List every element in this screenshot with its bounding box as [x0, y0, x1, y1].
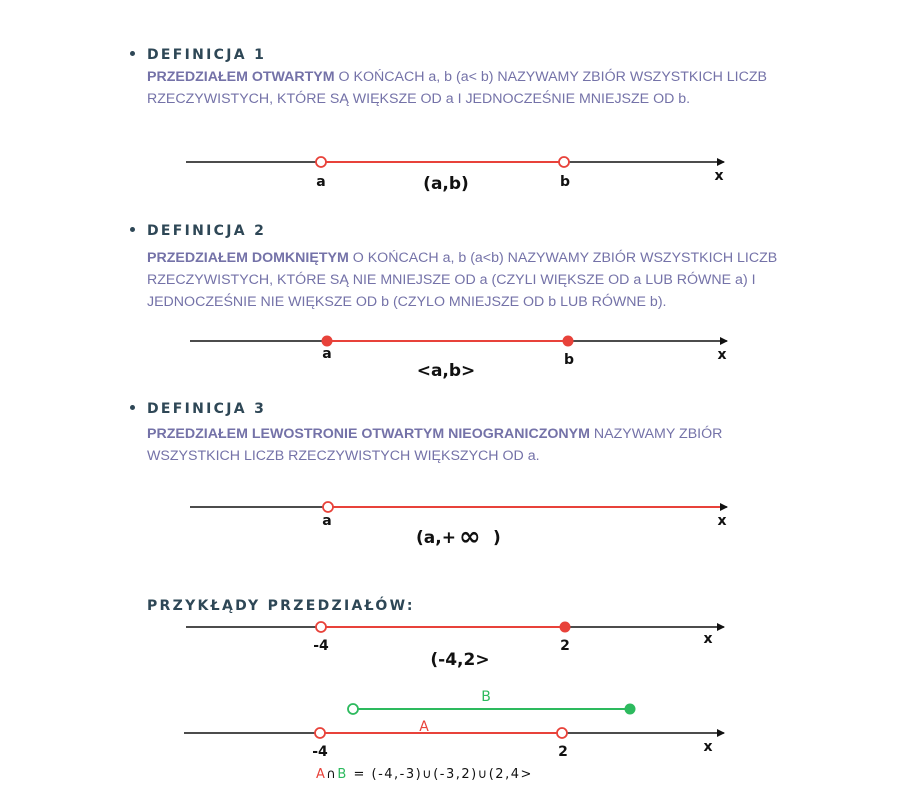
label-b-2: b: [564, 352, 574, 368]
label-2-ex1: 2: [560, 638, 570, 654]
open-endpoint-a-3: [322, 501, 334, 513]
definition-2-heading: DEFINICJA 2: [130, 223, 266, 239]
bullet-icon: [130, 404, 135, 410]
label-x-3: x: [717, 513, 726, 529]
label-a-3: a: [322, 513, 331, 529]
set-b-open-endpoint: [347, 703, 359, 715]
label-x-ex1: x: [703, 631, 712, 647]
notation-2: <a,b>: [417, 361, 476, 381]
open-endpoint-b-1: [558, 156, 570, 168]
open-endpoint-minus4-ex1: [315, 621, 327, 633]
definition-2-term: PRZEDZIAŁEM DOMKNIĘTYM: [147, 250, 349, 266]
notation-1: (a,b): [423, 174, 469, 194]
label-x-2: x: [717, 347, 726, 363]
closed-endpoint-a-2: [321, 335, 333, 347]
label-minus4-ex1: -4: [313, 638, 329, 654]
definition-1-term: PRZEDZIAŁEM OTWARTYM: [147, 69, 335, 85]
set-b-closed-endpoint: [624, 703, 636, 715]
bullet-icon: [130, 50, 135, 56]
definition-1-heading: DEFINICJA 1: [130, 47, 266, 63]
notation-ex1: (-4,2>: [430, 650, 489, 670]
notation-3-right: ): [493, 528, 501, 548]
label-b-1: b: [560, 174, 570, 190]
label-a-2: a: [322, 346, 331, 362]
definition-2-body: O KOŃCACH a, b (a<b) NAZYWAMY ZBIÓR WSZY…: [147, 250, 778, 310]
definition-3-body: NAZYWAMY ZBIÓR WSZYSTKICH LICZB RZECZYWI…: [147, 426, 723, 464]
closed-endpoint-b-2: [562, 335, 574, 347]
label-x-1: x: [714, 168, 723, 184]
definition-3-heading: DEFINICJA 3: [130, 401, 266, 417]
set-b-label: B: [481, 689, 491, 705]
set-a-open-endpoint-2: [556, 727, 568, 739]
definition-3-text: PRZEDZIAŁEM LEWOSTRONIE OTWARTYM NIEOGRA…: [147, 423, 817, 467]
definition-2-text: PRZEDZIAŁEM DOMKNIĘTYM O KOŃCACH a, b (a…: [147, 247, 817, 313]
bullet-icon: [130, 226, 135, 232]
label-minus4-ex2: -4: [312, 744, 328, 760]
open-endpoint-a-1: [315, 156, 327, 168]
label-2-ex2: 2: [558, 744, 568, 760]
closed-endpoint-2-ex1: [559, 621, 571, 633]
label-a-1: a: [316, 174, 325, 190]
set-a-open-endpoint-minus4: [314, 727, 326, 739]
label-x-ex2: x: [703, 739, 712, 755]
infinity-icon: ∞: [459, 522, 481, 552]
definition-1-text: PRZEDZIAŁEM OTWARTYM O KOŃCACH a, b (a< …: [147, 66, 817, 110]
set-operation: A∩B = (-4,-3)∪(-3,2)∪(2,4>: [316, 767, 533, 782]
examples-heading: PRZYKŁĄDY PRZEDZIAŁÓW:: [147, 598, 415, 614]
notation-3-left: (a,+: [416, 528, 456, 548]
set-a-label: A: [419, 719, 429, 735]
definition-1-body: O KOŃCACH a, b (a< b) NAZYWAMY ZBIÓR WSZ…: [147, 69, 767, 107]
definition-3-term: PRZEDZIAŁEM LEWOSTRONIE OTWARTYM NIEOGRA…: [147, 426, 590, 442]
